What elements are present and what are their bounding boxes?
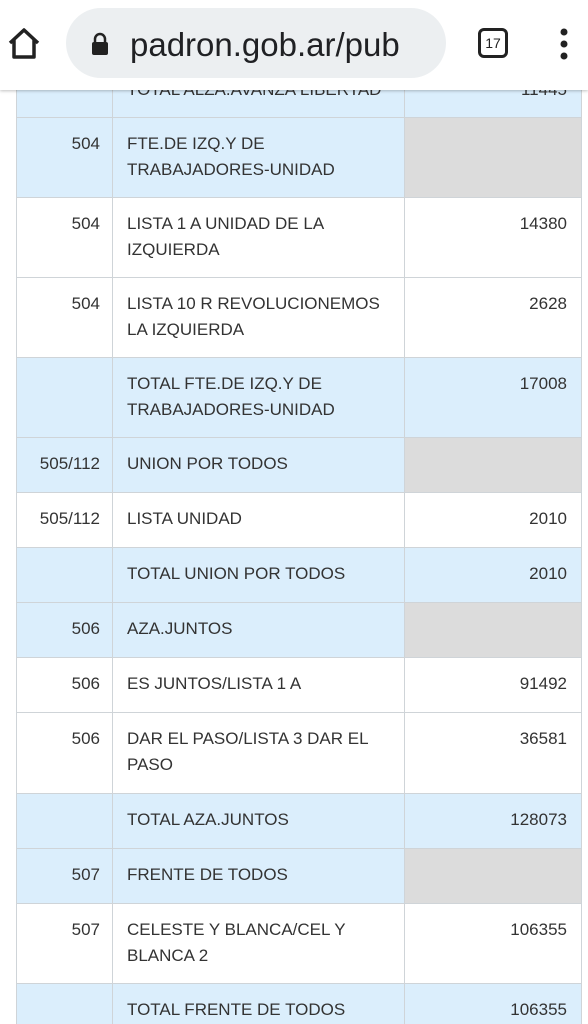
browser-toolbar: padron.gob.ar/pub 17	[0, 0, 588, 90]
votes: 17008	[404, 357, 582, 438]
home-button[interactable]	[4, 24, 44, 64]
list-code	[16, 793, 113, 849]
url-text: padron.gob.ar/pub	[130, 26, 400, 63]
list-code: 504	[16, 197, 113, 278]
list-name: LISTA 1 A UNIDAD DE LA IZQUIERDA	[112, 197, 405, 278]
list-code: 506	[16, 712, 113, 794]
votes: 2628	[404, 277, 582, 358]
votes: 14380	[404, 197, 582, 278]
list-code: 505/112	[16, 437, 113, 493]
list-name: CELESTE Y BLANCA/CEL Y BLANCA 2	[112, 903, 405, 984]
table-row: TOTAL UNION POR TODOS 2010	[16, 547, 582, 603]
table-row: 504 LISTA 10 R REVOLUCIONEMOS LA IZQUIERD…	[16, 277, 582, 358]
list-name: LISTA 10 R REVOLUCIONEMOS LA IZQUIERDA	[112, 277, 405, 358]
list-name: FTE.DE IZQ.Y DE TRABAJADORES-UNIDAD	[112, 117, 405, 198]
page-content: TOTAL ALZA.AVANZA LIBERTAD11445504FTE.DE…	[0, 90, 588, 1024]
address-bar[interactable]: padron.gob.ar/pub	[66, 8, 446, 78]
table-row: TOTAL AZA.JUNTOS 128073	[16, 793, 582, 849]
table-row: TOTAL ALZA.AVANZA LIBERTAD11445	[16, 90, 582, 118]
table-row: 506 AZA.JUNTOS	[16, 602, 582, 658]
table-row: 507 FRENTE DE TODOS	[16, 848, 582, 904]
list-name: TOTAL FRENTE DE TODOS	[112, 983, 405, 1024]
list-name: ES JUNTOS/LISTA 1 A	[112, 657, 405, 713]
votes: 36581	[404, 712, 582, 794]
votes	[404, 117, 582, 198]
table-row: 507 CELESTE Y BLANCA/CEL Y BLANCA 2 106355	[16, 903, 582, 984]
votes	[404, 437, 582, 493]
lock-icon	[92, 32, 108, 55]
list-code: 504	[16, 277, 113, 358]
list-name: UNION POR TODOS	[112, 437, 405, 493]
list-code	[16, 90, 113, 118]
list-code: 507	[16, 903, 113, 984]
tab-switcher[interactable]: 17	[478, 28, 508, 58]
table-row: TOTAL FTE.DE IZQ.Y DE TRABAJADORES-UNIDA…	[16, 357, 582, 438]
table-row: 505/112 UNION POR TODOS	[16, 437, 582, 493]
votes: 11445	[404, 90, 582, 118]
votes: 91492	[404, 657, 582, 713]
list-name: TOTAL AZA.JUNTOS	[112, 793, 405, 849]
list-name: AZA.JUNTOS	[112, 602, 405, 658]
table-row: 506 ES JUNTOS/LISTA 1 A 91492	[16, 657, 582, 713]
list-code	[16, 547, 113, 603]
list-name: DAR EL PASO/LISTA 3 DAR EL PASO	[112, 712, 405, 794]
results-table: TOTAL ALZA.AVANZA LIBERTAD11445504FTE.DE…	[16, 90, 582, 1024]
votes: 106355	[404, 903, 582, 984]
list-name: TOTAL FTE.DE IZQ.Y DE TRABAJADORES-UNIDA…	[112, 357, 405, 438]
list-code: 505/112	[16, 492, 113, 548]
list-code	[16, 357, 113, 438]
table-row: TOTAL FRENTE DE TODOS 106355	[16, 983, 582, 1024]
votes: 2010	[404, 492, 582, 548]
list-code	[16, 983, 113, 1024]
table-row: 506 DAR EL PASO/LISTA 3 DAR EL PASO 36581	[16, 712, 582, 794]
list-name: FRENTE DE TODOS	[112, 848, 405, 904]
votes: 2010	[404, 547, 582, 603]
table-row: 505/112 LISTA UNIDAD 2010	[16, 492, 582, 548]
list-code: 506	[16, 657, 113, 713]
votes	[404, 848, 582, 904]
list-name: TOTAL ALZA.AVANZA LIBERTAD	[112, 90, 405, 118]
list-code: 506	[16, 602, 113, 658]
list-name: LISTA UNIDAD	[112, 492, 405, 548]
table-row: 504 FTE.DE IZQ.Y DE TRABAJADORES-UNIDAD	[16, 117, 582, 198]
list-code: 507	[16, 848, 113, 904]
menu-button[interactable]	[558, 24, 570, 64]
votes	[404, 602, 582, 658]
votes: 106355	[404, 983, 582, 1024]
votes: 128073	[404, 793, 582, 849]
list-name: TOTAL UNION POR TODOS	[112, 547, 405, 603]
list-code: 504	[16, 117, 113, 198]
table-row: 504 LISTA 1 A UNIDAD DE LA IZQUIERDA 14380	[16, 197, 582, 278]
